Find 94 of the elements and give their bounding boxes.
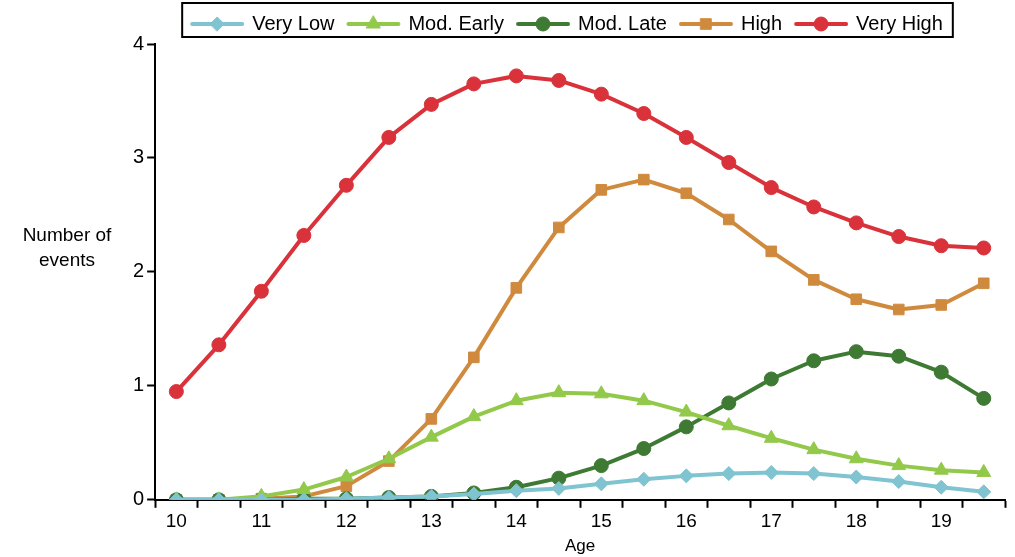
y-tick-label: 3 (133, 145, 145, 168)
point (593, 385, 609, 399)
point (765, 245, 778, 258)
point (466, 408, 482, 422)
point (593, 86, 609, 102)
point (381, 450, 397, 464)
point (848, 469, 864, 485)
point (211, 337, 227, 353)
point (636, 471, 652, 487)
point (763, 429, 779, 443)
point (678, 129, 694, 145)
point (891, 229, 907, 245)
x-tick-label: 14 (505, 510, 528, 532)
point (678, 403, 694, 417)
point (296, 227, 312, 243)
y-tick-label: 1 (133, 373, 145, 396)
point (933, 461, 949, 475)
y-tick-label: 4 (133, 31, 145, 54)
point (891, 474, 907, 490)
legend-label: Mod. Late (578, 11, 667, 34)
point (593, 476, 609, 492)
point (638, 173, 650, 186)
point (976, 463, 992, 477)
y-tick-label: 0 (133, 487, 145, 510)
y-tick-label: 2 (133, 259, 145, 282)
x-tick-label: 12 (335, 510, 357, 532)
x-tick-label: 15 (590, 510, 612, 532)
point (806, 441, 822, 455)
point (168, 384, 184, 400)
point (721, 466, 737, 482)
point (508, 483, 524, 499)
point (892, 303, 905, 316)
point (551, 72, 567, 88)
point (381, 129, 397, 145)
point (551, 384, 567, 398)
point (595, 184, 608, 196)
point (721, 395, 737, 411)
point (722, 213, 735, 226)
point (933, 238, 949, 254)
legend-label: High (740, 11, 783, 34)
point (806, 466, 822, 482)
x-tick-label: 19 (930, 510, 952, 532)
legend-label: Very High (856, 11, 943, 34)
point (551, 480, 567, 496)
point (763, 371, 779, 387)
x-tick-label: 16 (675, 510, 697, 532)
x-tick-label: 10 (165, 510, 187, 532)
point (848, 450, 864, 464)
point (763, 464, 779, 480)
point (976, 484, 992, 500)
point (891, 457, 907, 471)
x-tick-label: 11 (251, 510, 272, 532)
point (935, 299, 948, 311)
point (850, 293, 863, 306)
point (680, 187, 693, 200)
x-tick-label: 13 (420, 510, 442, 532)
point (423, 96, 439, 112)
point (468, 351, 480, 364)
point (933, 479, 949, 495)
point (425, 413, 438, 425)
x-tick-label: 18 (845, 510, 867, 532)
x-axis-title: Age (564, 536, 596, 556)
point (807, 274, 820, 286)
point (508, 392, 524, 406)
x-tick-label: 17 (760, 510, 782, 532)
point (763, 180, 779, 196)
point (553, 221, 565, 234)
y-axis-title: Number of events (21, 223, 113, 272)
point (508, 68, 524, 84)
point (338, 468, 354, 482)
point (848, 215, 864, 231)
point (806, 199, 822, 215)
legend-label: Very Low (252, 11, 335, 34)
point (848, 344, 864, 360)
point (977, 277, 990, 290)
point (721, 155, 737, 171)
point (466, 76, 482, 92)
point (338, 177, 354, 193)
point (976, 240, 992, 256)
point (806, 353, 822, 369)
point (933, 364, 949, 380)
point (510, 282, 523, 294)
point (891, 348, 907, 364)
point (678, 419, 694, 435)
point (678, 468, 694, 484)
point (636, 441, 652, 457)
legend-label: Mod. Early (408, 11, 505, 34)
point (296, 481, 312, 495)
point (636, 392, 652, 406)
point (721, 417, 737, 431)
point (636, 106, 652, 122)
point (976, 390, 992, 406)
point (253, 283, 269, 299)
point (593, 458, 609, 474)
